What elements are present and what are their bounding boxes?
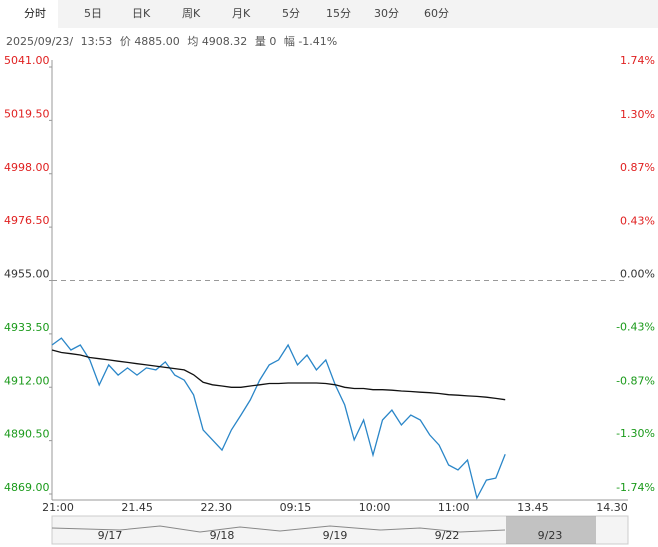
- info-avg: 4908.32: [202, 35, 248, 48]
- y2-tick-label: 1.74%: [620, 54, 655, 67]
- y-tick-label: 4869.00: [4, 481, 50, 494]
- tab[interactable]: 15分: [326, 7, 351, 20]
- navigator-date: 9/18: [210, 529, 235, 542]
- y2-tick-label: -1.74%: [616, 481, 655, 494]
- tab[interactable]: 60分: [424, 7, 449, 20]
- tab[interactable]: 分时: [24, 7, 46, 20]
- info-amp: -1.41%: [298, 35, 337, 48]
- x-tick-label: 14.30: [596, 501, 628, 514]
- navigator-date: 9/22: [435, 529, 460, 542]
- x-tick-label: 10:00: [359, 501, 391, 514]
- tab-active: [0, 0, 58, 28]
- tab[interactable]: 周K: [182, 7, 201, 20]
- y2-tick-label: 1.30%: [620, 108, 655, 121]
- info-date: 2025/09/23/: [6, 35, 73, 48]
- tab-bar: [0, 0, 658, 28]
- y-tick-label: 5019.50: [4, 107, 50, 120]
- x-tick-label: 21:00: [42, 501, 74, 514]
- info-label: 价: [120, 35, 131, 48]
- y2-tick-label: 0.00%: [620, 268, 655, 281]
- tab[interactable]: 5日: [84, 7, 102, 20]
- tab[interactable]: 30分: [374, 7, 399, 20]
- tab[interactable]: 5分: [282, 7, 300, 20]
- x-tick-label: 09:15: [280, 501, 312, 514]
- info-label: 幅: [284, 35, 295, 48]
- x-tick-label: 13.45: [517, 501, 549, 514]
- navigator-date: 9/17: [98, 529, 123, 542]
- y2-tick-label: 0.87%: [620, 161, 655, 174]
- navigator-line: [51, 525, 506, 533]
- tab[interactable]: 月K: [232, 7, 251, 20]
- info-line: 2025/09/23/ 13:53 价 4885.00 均 4908.32 量 …: [6, 35, 337, 48]
- y-tick-label: 4955.00: [4, 268, 50, 281]
- navigator-window[interactable]: [506, 516, 596, 544]
- y-tick-label: 5041.00: [4, 54, 50, 67]
- y2-tick-label: 0.43%: [620, 215, 655, 228]
- navigator-date: 9/19: [323, 529, 348, 542]
- x-tick-label: 11:00: [438, 501, 470, 514]
- y2-tick-label: -0.43%: [616, 320, 655, 333]
- y-tick-label: 4890.50: [4, 428, 50, 441]
- y-tick-label: 4933.50: [4, 321, 50, 334]
- tab[interactable]: 日K: [132, 7, 151, 20]
- navigator-date: 9/23: [538, 529, 563, 542]
- info-label: 量: [255, 35, 266, 48]
- x-tick-label: 21.45: [121, 501, 153, 514]
- info-vol: 0: [269, 35, 276, 48]
- series-line: [51, 337, 506, 500]
- info-label: 均: [187, 35, 198, 48]
- series-line: [51, 349, 506, 401]
- y-tick-label: 4912.00: [4, 374, 50, 387]
- info-time: 13:53: [81, 35, 113, 48]
- info-price: 4885.00: [134, 35, 180, 48]
- y2-tick-label: -1.30%: [616, 427, 655, 440]
- y-tick-label: 4998.00: [4, 161, 50, 174]
- x-tick-label: 22.30: [201, 501, 233, 514]
- y2-tick-label: -0.87%: [616, 374, 655, 387]
- y-tick-label: 4976.50: [4, 214, 50, 227]
